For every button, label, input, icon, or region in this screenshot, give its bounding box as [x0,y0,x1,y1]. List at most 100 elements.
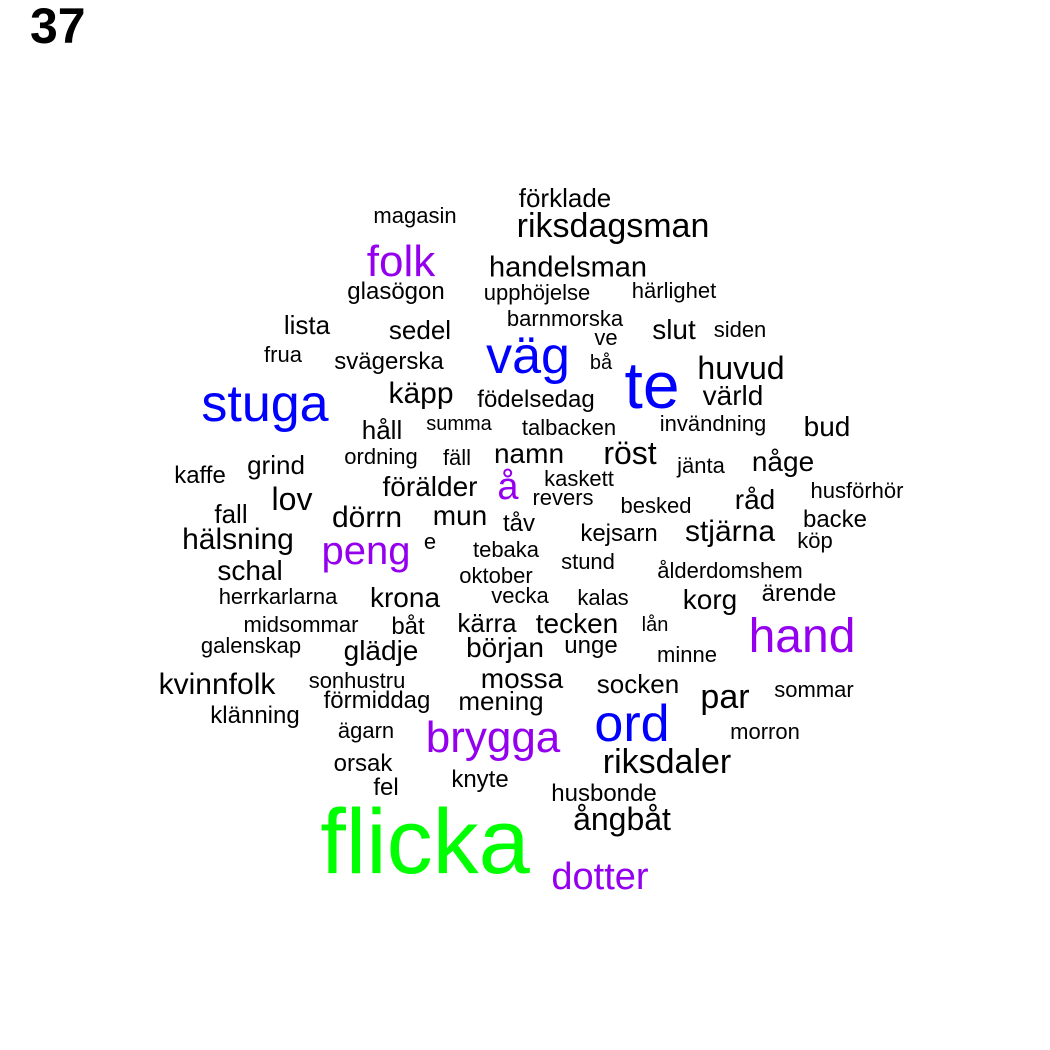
word-98: fel [373,774,399,801]
word-85: kvinnfolk [158,668,276,701]
word-45: jänta [677,453,725,478]
word-17: förklade [518,183,612,213]
word-91: mening [458,686,544,716]
word-21: härlighet [631,278,717,303]
word-46: någe [751,446,815,477]
word-81: glädje [343,635,419,666]
word-86: sonhustru [308,668,406,693]
word-36: talbacken [521,415,617,440]
word-68: ålderdomshem [657,558,803,583]
word-39: kaffe [174,462,226,489]
word-61: hälsning [182,523,294,556]
word-55: dörrn [331,501,403,534]
word-20: upphöjelse [483,280,591,305]
word-44: röst [603,435,657,471]
word-99: husbonde [551,780,657,807]
word-58: kejsarn [580,520,658,547]
word-72: kalas [577,585,629,610]
word-27: ve [594,325,618,350]
word-43: namn [493,438,565,469]
panel-number: 37 [30,0,86,54]
word-11: å [497,466,519,508]
word-52: råd [734,484,776,515]
word-89: sommar [774,677,854,702]
word-56: mun [432,500,488,531]
word-47: lov [271,481,313,517]
word-32: födelsedag [477,386,595,413]
word-76: båt [391,613,425,640]
word-84: minne [657,642,717,667]
word-26: siden [713,317,767,342]
word-93: klänning [210,702,300,729]
word-33: värld [702,380,764,411]
word-63: tebaka [472,537,540,562]
word-24: barnmorska [506,306,624,331]
word-37: invändning [659,411,767,436]
word-50: revers [532,485,594,510]
word-88: socken [596,669,680,699]
word-23: sedel [388,315,452,345]
word-34: håll [361,415,403,445]
word-60: backe [802,506,868,533]
word-3: stuga [201,375,329,433]
word-87: mossa [480,663,564,694]
word-51: besked [620,493,692,518]
word-74: ärende [761,580,837,607]
word-64: köp [797,528,833,553]
word-6: hand [748,610,856,663]
word-82: början [466,632,544,663]
word-70: krona [369,582,441,613]
word-59: stjärna [684,515,776,548]
word-40: grind [247,450,305,480]
word-9: peng [321,529,411,573]
word-66: stund [561,549,615,574]
word-12: riksdagsman [516,207,710,245]
word-42: fäll [442,445,472,470]
word-13: riksdaler [602,743,732,781]
word-69: herrkarlarna [218,584,338,609]
word-35: summa [426,413,492,435]
word-67: oktober [459,563,533,588]
word-94: ägarn [337,718,395,743]
word-95: morron [730,719,800,744]
word-18: magasin [373,203,457,228]
word-10: dotter [551,856,649,898]
word-28: frua [264,342,302,367]
word-96: orsak [333,750,393,777]
word-4: väg [486,327,570,385]
word-78: tecken [535,608,619,639]
word-15: huvud [697,350,785,386]
word-5: ord [594,695,670,753]
word-38: bud [803,411,851,442]
word-16: ångbåt [573,801,671,837]
word-65: schal [217,555,283,586]
word-31: käpp [388,377,454,410]
word-83: unge [564,632,618,659]
word-7: brygga [425,713,561,762]
word-62: e [423,529,437,554]
word-75: midsommar [243,612,359,637]
word-80: galenskap [200,633,302,658]
word-8: folk [366,237,436,286]
word-53: husförhör [810,478,904,503]
word-30: bå [589,352,613,374]
word-2: te [624,348,680,422]
word-22: lista [283,310,331,340]
word-25: slut [652,314,696,345]
word-90: förmiddag [323,687,431,714]
word-77: kärra [457,608,517,638]
word-92: par [700,678,750,716]
word-71: vecka [491,583,549,608]
word-54: fall [214,499,248,529]
word-73: korg [682,584,738,615]
word-14: handelsman [489,251,647,284]
word-19: glasögon [347,278,445,305]
word-29: svägerska [334,348,444,375]
word-49: kaskett [544,466,614,491]
word-57: tåv [502,510,536,537]
word-79: lån [641,614,669,636]
word-1: flicka [320,791,530,893]
word-48: förälder [382,471,478,502]
word-97: knyte [451,766,509,793]
